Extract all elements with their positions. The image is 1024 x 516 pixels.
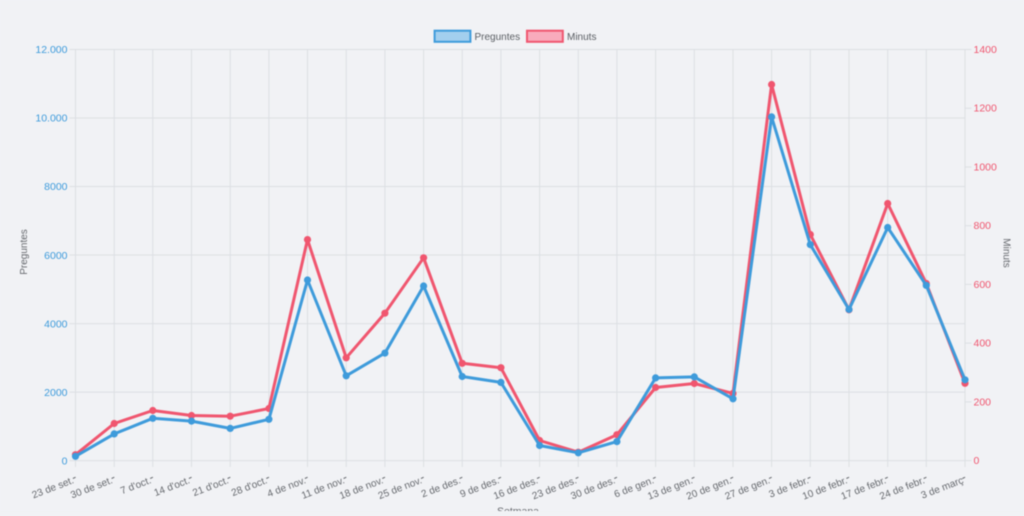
svg-text:6000: 6000 [44, 250, 68, 262]
svg-text:Preguntes: Preguntes [475, 32, 521, 43]
svg-text:Minuts: Minuts [567, 32, 596, 43]
svg-text:0: 0 [62, 455, 68, 467]
svg-text:1200: 1200 [974, 103, 998, 115]
svg-text:Preguntes: Preguntes [19, 229, 30, 275]
svg-text:8000: 8000 [44, 181, 68, 193]
svg-text:2000: 2000 [44, 387, 68, 399]
svg-text:0: 0 [974, 455, 980, 467]
svg-text:200: 200 [974, 396, 992, 408]
svg-text:1000: 1000 [974, 162, 998, 174]
svg-text:400: 400 [974, 338, 992, 350]
svg-text:Minuts: Minuts [1001, 238, 1012, 267]
svg-text:12.000: 12.000 [35, 44, 67, 56]
svg-text:4000: 4000 [44, 318, 68, 330]
svg-text:800: 800 [974, 220, 992, 232]
svg-text:Setmana: Setmana [497, 506, 539, 512]
svg-text:10.000: 10.000 [35, 113, 67, 125]
svg-text:1400: 1400 [974, 44, 998, 56]
svg-text:600: 600 [974, 279, 992, 291]
